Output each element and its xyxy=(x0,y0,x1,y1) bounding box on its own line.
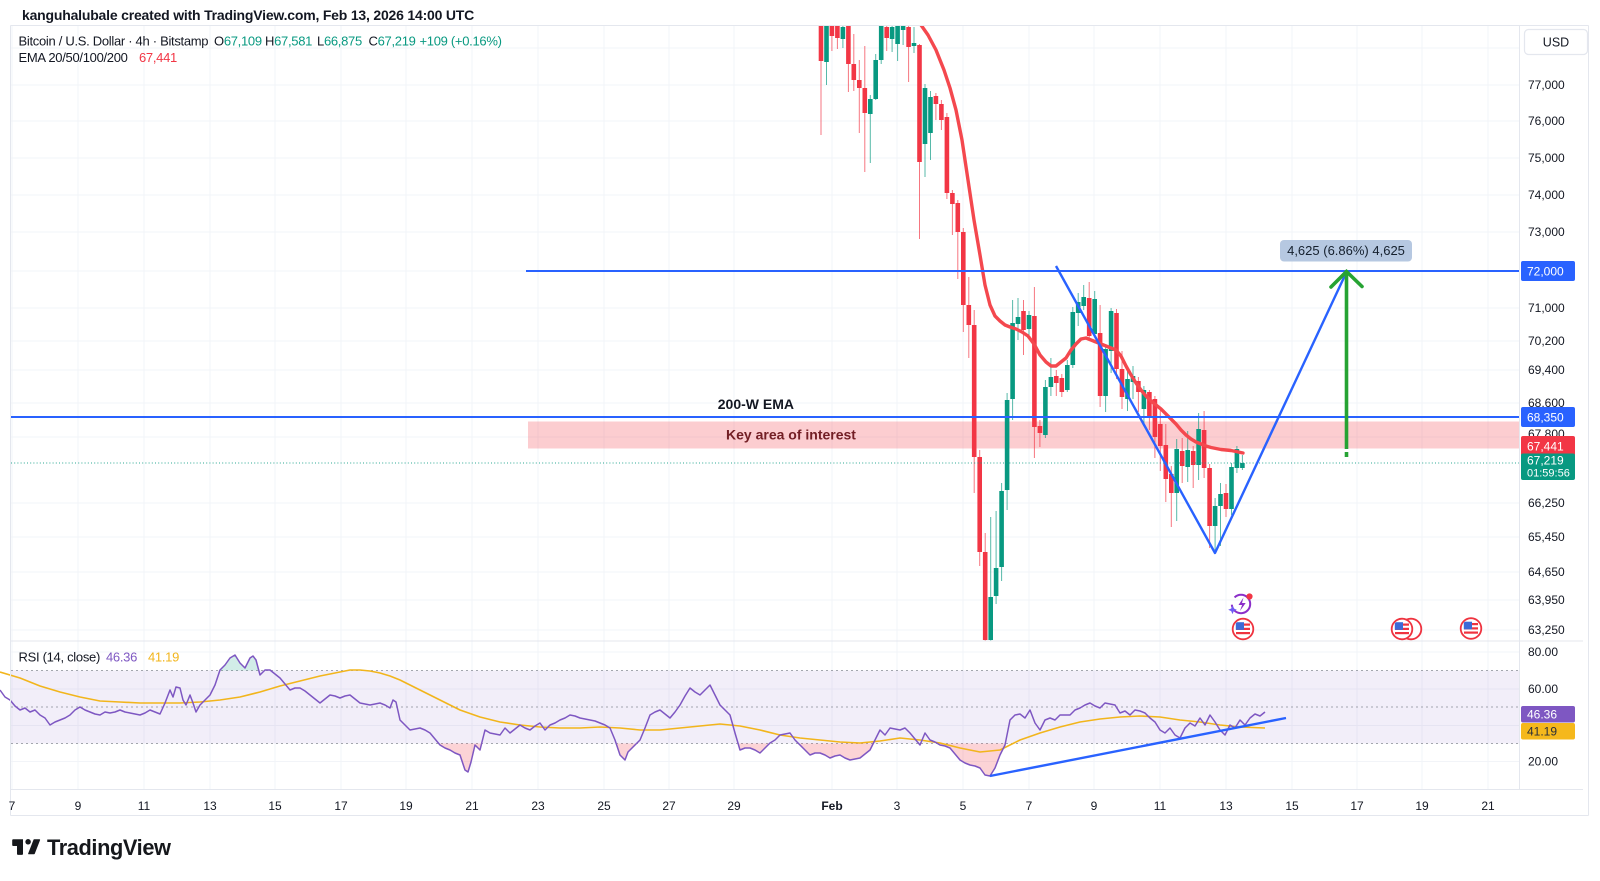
svg-text:67,219: 67,219 xyxy=(1527,454,1564,468)
svg-text:17: 17 xyxy=(334,799,348,813)
svg-text:11: 11 xyxy=(138,799,151,813)
svg-text:EMA 20/50/100/200: EMA 20/50/100/200 xyxy=(19,50,128,65)
svg-text:27: 27 xyxy=(662,799,676,813)
svg-text:L66,875: L66,875 xyxy=(317,34,362,49)
svg-text:73,000: 73,000 xyxy=(1528,225,1565,239)
svg-text:7: 7 xyxy=(1026,799,1033,813)
svg-text:72,000: 72,000 xyxy=(1527,265,1564,279)
svg-text:kanguhalubale created with Tra: kanguhalubale created with TradingView.c… xyxy=(22,7,474,23)
svg-text:23: 23 xyxy=(531,799,545,813)
svg-text:21: 21 xyxy=(465,799,479,813)
svg-text:RSI (14, close): RSI (14, close) xyxy=(19,650,100,665)
svg-text:9: 9 xyxy=(75,799,82,813)
svg-text:76,000: 76,000 xyxy=(1528,114,1565,128)
svg-text:20.00: 20.00 xyxy=(1528,755,1558,769)
svg-text:200-W EMA: 200-W EMA xyxy=(718,396,794,412)
svg-text:63,950: 63,950 xyxy=(1528,593,1565,607)
svg-text:75,000: 75,000 xyxy=(1528,151,1565,165)
svg-text:01:59:56: 01:59:56 xyxy=(1527,468,1570,480)
svg-text:65,450: 65,450 xyxy=(1528,530,1565,544)
svg-text:68,600: 68,600 xyxy=(1528,396,1565,410)
svg-text:71,000: 71,000 xyxy=(1528,301,1565,315)
svg-text:13: 13 xyxy=(203,799,217,813)
svg-text:15: 15 xyxy=(1285,799,1299,813)
svg-text:C67,219: C67,219 xyxy=(369,34,416,49)
svg-text:25: 25 xyxy=(597,799,611,813)
svg-text:29: 29 xyxy=(727,799,741,813)
svg-text:46.36: 46.36 xyxy=(106,650,137,665)
svg-text:67,441: 67,441 xyxy=(139,50,177,65)
svg-text:64,650: 64,650 xyxy=(1528,565,1565,579)
svg-text:70,200: 70,200 xyxy=(1528,334,1565,348)
svg-text:67,441: 67,441 xyxy=(1527,440,1564,454)
svg-text:Feb: Feb xyxy=(821,799,842,813)
svg-text:4,625 (6.86%) 4,625: 4,625 (6.86%) 4,625 xyxy=(1287,243,1405,258)
svg-text:19: 19 xyxy=(399,799,413,813)
svg-text:68,350: 68,350 xyxy=(1527,411,1564,425)
svg-text:Bitcoin / U.S. Dollar · 4h · B: Bitcoin / U.S. Dollar · 4h · Bitstamp xyxy=(19,34,209,49)
svg-text:13: 13 xyxy=(1219,799,1233,813)
svg-text:41.19: 41.19 xyxy=(148,650,179,665)
svg-text:19: 19 xyxy=(1415,799,1429,813)
svg-text:80.00: 80.00 xyxy=(1528,645,1558,659)
svg-text:7: 7 xyxy=(9,799,16,813)
svg-text:66,250: 66,250 xyxy=(1528,496,1565,510)
svg-text:Key area of interest: Key area of interest xyxy=(726,427,856,443)
svg-text:+109 (+0.16%): +109 (+0.16%) xyxy=(420,34,502,49)
svg-text:TradingView: TradingView xyxy=(47,835,171,860)
svg-text:15: 15 xyxy=(268,799,282,813)
svg-text:17: 17 xyxy=(1350,799,1364,813)
svg-text:60.00: 60.00 xyxy=(1528,682,1558,696)
svg-text:41.19: 41.19 xyxy=(1527,725,1557,739)
svg-text:21: 21 xyxy=(1481,799,1495,813)
svg-text:77,000: 77,000 xyxy=(1528,78,1565,92)
svg-text:63,250: 63,250 xyxy=(1528,623,1565,637)
svg-text:H67,581: H67,581 xyxy=(265,34,312,49)
svg-text:69,400: 69,400 xyxy=(1528,363,1565,377)
svg-text:3: 3 xyxy=(894,799,901,813)
svg-text:11: 11 xyxy=(1154,799,1167,813)
svg-text:O67,109: O67,109 xyxy=(214,34,262,49)
svg-text:5: 5 xyxy=(960,799,967,813)
svg-text:USD: USD xyxy=(1543,36,1569,50)
svg-text:46.36: 46.36 xyxy=(1527,708,1557,722)
svg-text:9: 9 xyxy=(1091,799,1098,813)
svg-text:74,000: 74,000 xyxy=(1528,188,1565,202)
